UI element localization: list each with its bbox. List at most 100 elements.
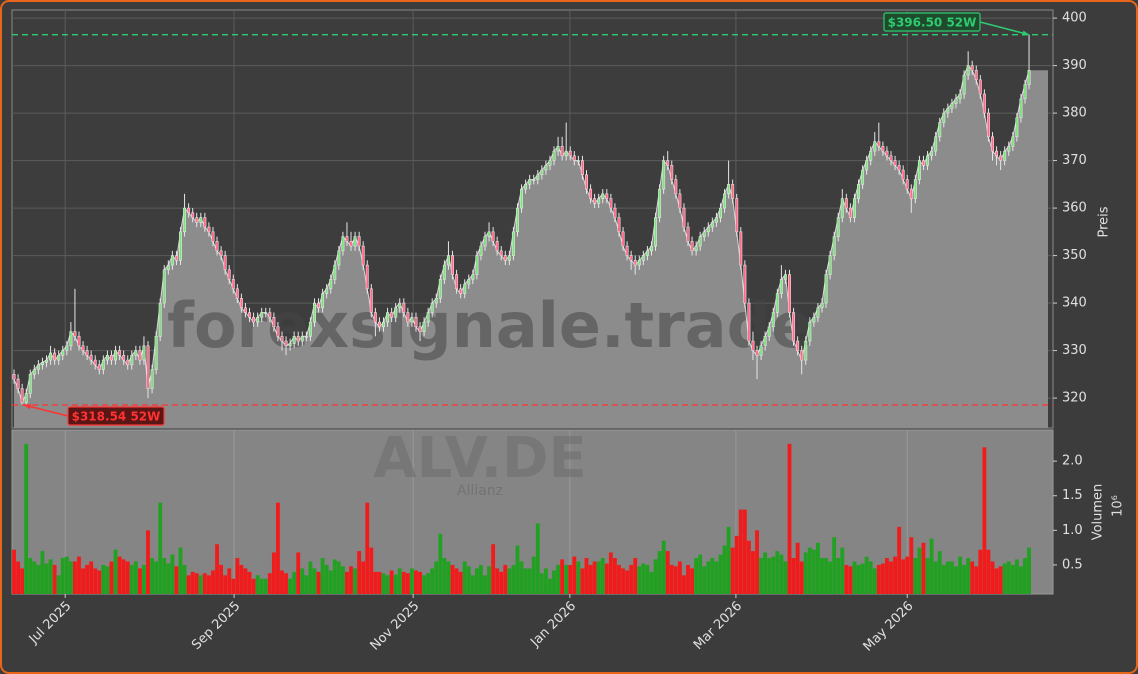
- volume-bar: [572, 556, 577, 594]
- volume-bar: [905, 556, 910, 594]
- volume-bar: [641, 563, 646, 594]
- candle-body: [670, 165, 674, 180]
- volume-bar: [799, 561, 804, 594]
- volume-bar: [312, 568, 317, 594]
- candle-body: [150, 369, 154, 389]
- volume-bar: [276, 502, 280, 594]
- volume-bar: [470, 575, 475, 594]
- volume-bar: [909, 537, 914, 594]
- volume-bar: [694, 558, 699, 594]
- volume-bar: [288, 578, 293, 594]
- volume-bar: [617, 564, 621, 594]
- annotation-box: [883, 12, 981, 32]
- volume-bar: [552, 570, 556, 594]
- volume-bar: [897, 526, 902, 594]
- candle-body: [820, 302, 824, 309]
- volume-bar: [1006, 561, 1011, 594]
- candle-body: [162, 269, 166, 304]
- volume-bar: [702, 566, 707, 594]
- candle-body: [93, 359, 97, 366]
- candle-body: [897, 165, 901, 171]
- volume-bar: [848, 566, 853, 594]
- candle-body: [978, 79, 982, 95]
- annotation-box: [67, 406, 165, 426]
- candle-body: [382, 321, 385, 328]
- candle-body: [682, 207, 686, 228]
- volume-bar: [401, 571, 406, 594]
- volume-bar: [158, 502, 163, 594]
- candle-body: [995, 150, 999, 157]
- candle-body: [118, 350, 122, 356]
- volume-bar: [722, 545, 727, 594]
- candle-body: [625, 245, 629, 256]
- volume-bar: [820, 558, 824, 594]
- candle-body: [824, 274, 828, 304]
- volume-bar: [625, 570, 630, 594]
- candle-body: [511, 231, 515, 256]
- volume-bar: [190, 571, 195, 594]
- candle-body: [313, 302, 316, 323]
- candle-body: [377, 321, 381, 328]
- candle-body: [207, 226, 211, 233]
- volume-bar: [56, 575, 61, 594]
- candle-body: [170, 255, 174, 266]
- candle-body: [723, 193, 727, 209]
- candle-body: [589, 188, 593, 199]
- volume-bar: [32, 561, 37, 594]
- candle-body: [398, 302, 402, 309]
- volume-bar: [89, 561, 94, 594]
- candle-body: [503, 255, 507, 261]
- volume-bar: [844, 564, 849, 594]
- candle-body: [649, 245, 653, 252]
- volume-bar: [665, 551, 670, 594]
- candle-body: [751, 340, 755, 351]
- volume-bar: [690, 568, 694, 594]
- volume-bar: [194, 573, 199, 594]
- volume-bar: [608, 552, 613, 594]
- volume-tick-label: 0.5: [1062, 557, 1083, 572]
- volume-bar: [125, 561, 130, 594]
- volume-bar: [751, 551, 755, 594]
- volume-bar: [442, 558, 447, 594]
- candle-body: [499, 250, 503, 256]
- volume-bar: [117, 556, 122, 594]
- candle-body: [836, 217, 840, 237]
- volume-bar: [133, 561, 138, 594]
- volume-bar: [450, 564, 455, 594]
- candle-body: [223, 255, 227, 271]
- volume-bar: [280, 570, 284, 594]
- volume-bar: [328, 570, 333, 594]
- candle-body: [702, 231, 706, 237]
- candle-body: [832, 236, 836, 256]
- volume-bar: [588, 564, 593, 594]
- volume-bar: [296, 552, 301, 594]
- area-fill: [14, 65, 1048, 428]
- candle-body: [357, 236, 361, 247]
- volume-bar: [434, 561, 439, 594]
- candle-body: [986, 112, 990, 138]
- volume-bar: [320, 558, 325, 594]
- candle-body: [32, 369, 36, 375]
- candle-body: [406, 312, 410, 323]
- volume-bar: [852, 561, 857, 594]
- candle-body: [690, 241, 694, 252]
- volume-bar: [677, 561, 682, 594]
- candle-body: [130, 355, 134, 366]
- volume-bar: [491, 544, 496, 594]
- volume-bar: [548, 578, 552, 594]
- candle-body: [796, 340, 800, 351]
- volume-bar: [978, 549, 983, 594]
- candle-body: [1027, 70, 1031, 85]
- volume-bar: [223, 575, 228, 594]
- volume-bar: [166, 563, 171, 594]
- volume-bar: [966, 558, 971, 594]
- candle-body: [970, 65, 974, 71]
- candle-body: [73, 331, 77, 337]
- volume-bar: [763, 552, 768, 594]
- candle-body: [686, 226, 690, 242]
- candle-body: [138, 350, 142, 361]
- x-tick-label: Nov 2025: [368, 599, 423, 654]
- volume-bar: [373, 571, 378, 594]
- y-tick-label: 400: [1062, 11, 1087, 26]
- candle-body: [735, 198, 739, 233]
